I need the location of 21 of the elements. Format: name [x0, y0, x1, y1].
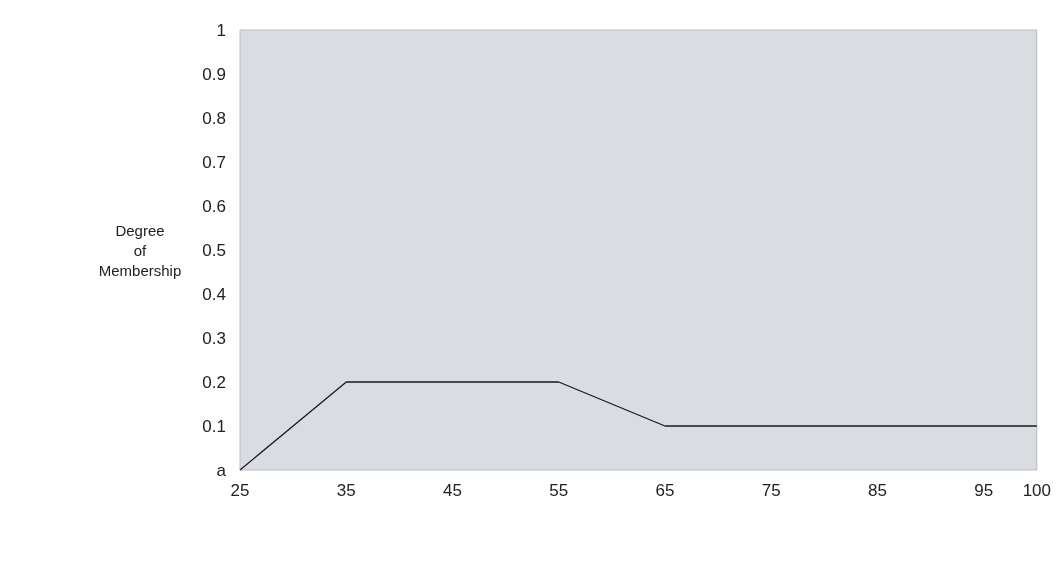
y-tick-label: 0.2 — [202, 372, 226, 392]
x-tick-label: 100 — [1022, 481, 1052, 500]
y-axis-title: Degree of Membership — [98, 221, 182, 279]
y-tick-label: a — [216, 460, 227, 480]
y-tick-label: 0.9 — [202, 64, 226, 84]
x-tick-label: 55 — [549, 481, 569, 500]
y-tick-label: 0.3 — [202, 328, 226, 348]
x-tick-label: 85 — [867, 481, 887, 500]
x-tick-label: 25 — [230, 481, 250, 500]
y-tick-label: 1 — [216, 20, 226, 40]
x-tick-label: 35 — [336, 481, 356, 500]
y-tick-label: 0.6 — [202, 196, 226, 216]
x-tick-label: 45 — [443, 481, 462, 500]
y-tick-label: 0.1 — [202, 416, 226, 436]
x-tick-label: 75 — [761, 481, 781, 500]
y-tick-label: 0.4 — [202, 284, 226, 304]
x-tick-label: 65 — [655, 481, 675, 500]
y-tick-label: 0.8 — [202, 108, 226, 128]
x-tick-label: 95 — [974, 481, 994, 500]
y-tick-label: 0.5 — [202, 240, 226, 260]
y-tick-label: 0.7 — [202, 152, 226, 172]
